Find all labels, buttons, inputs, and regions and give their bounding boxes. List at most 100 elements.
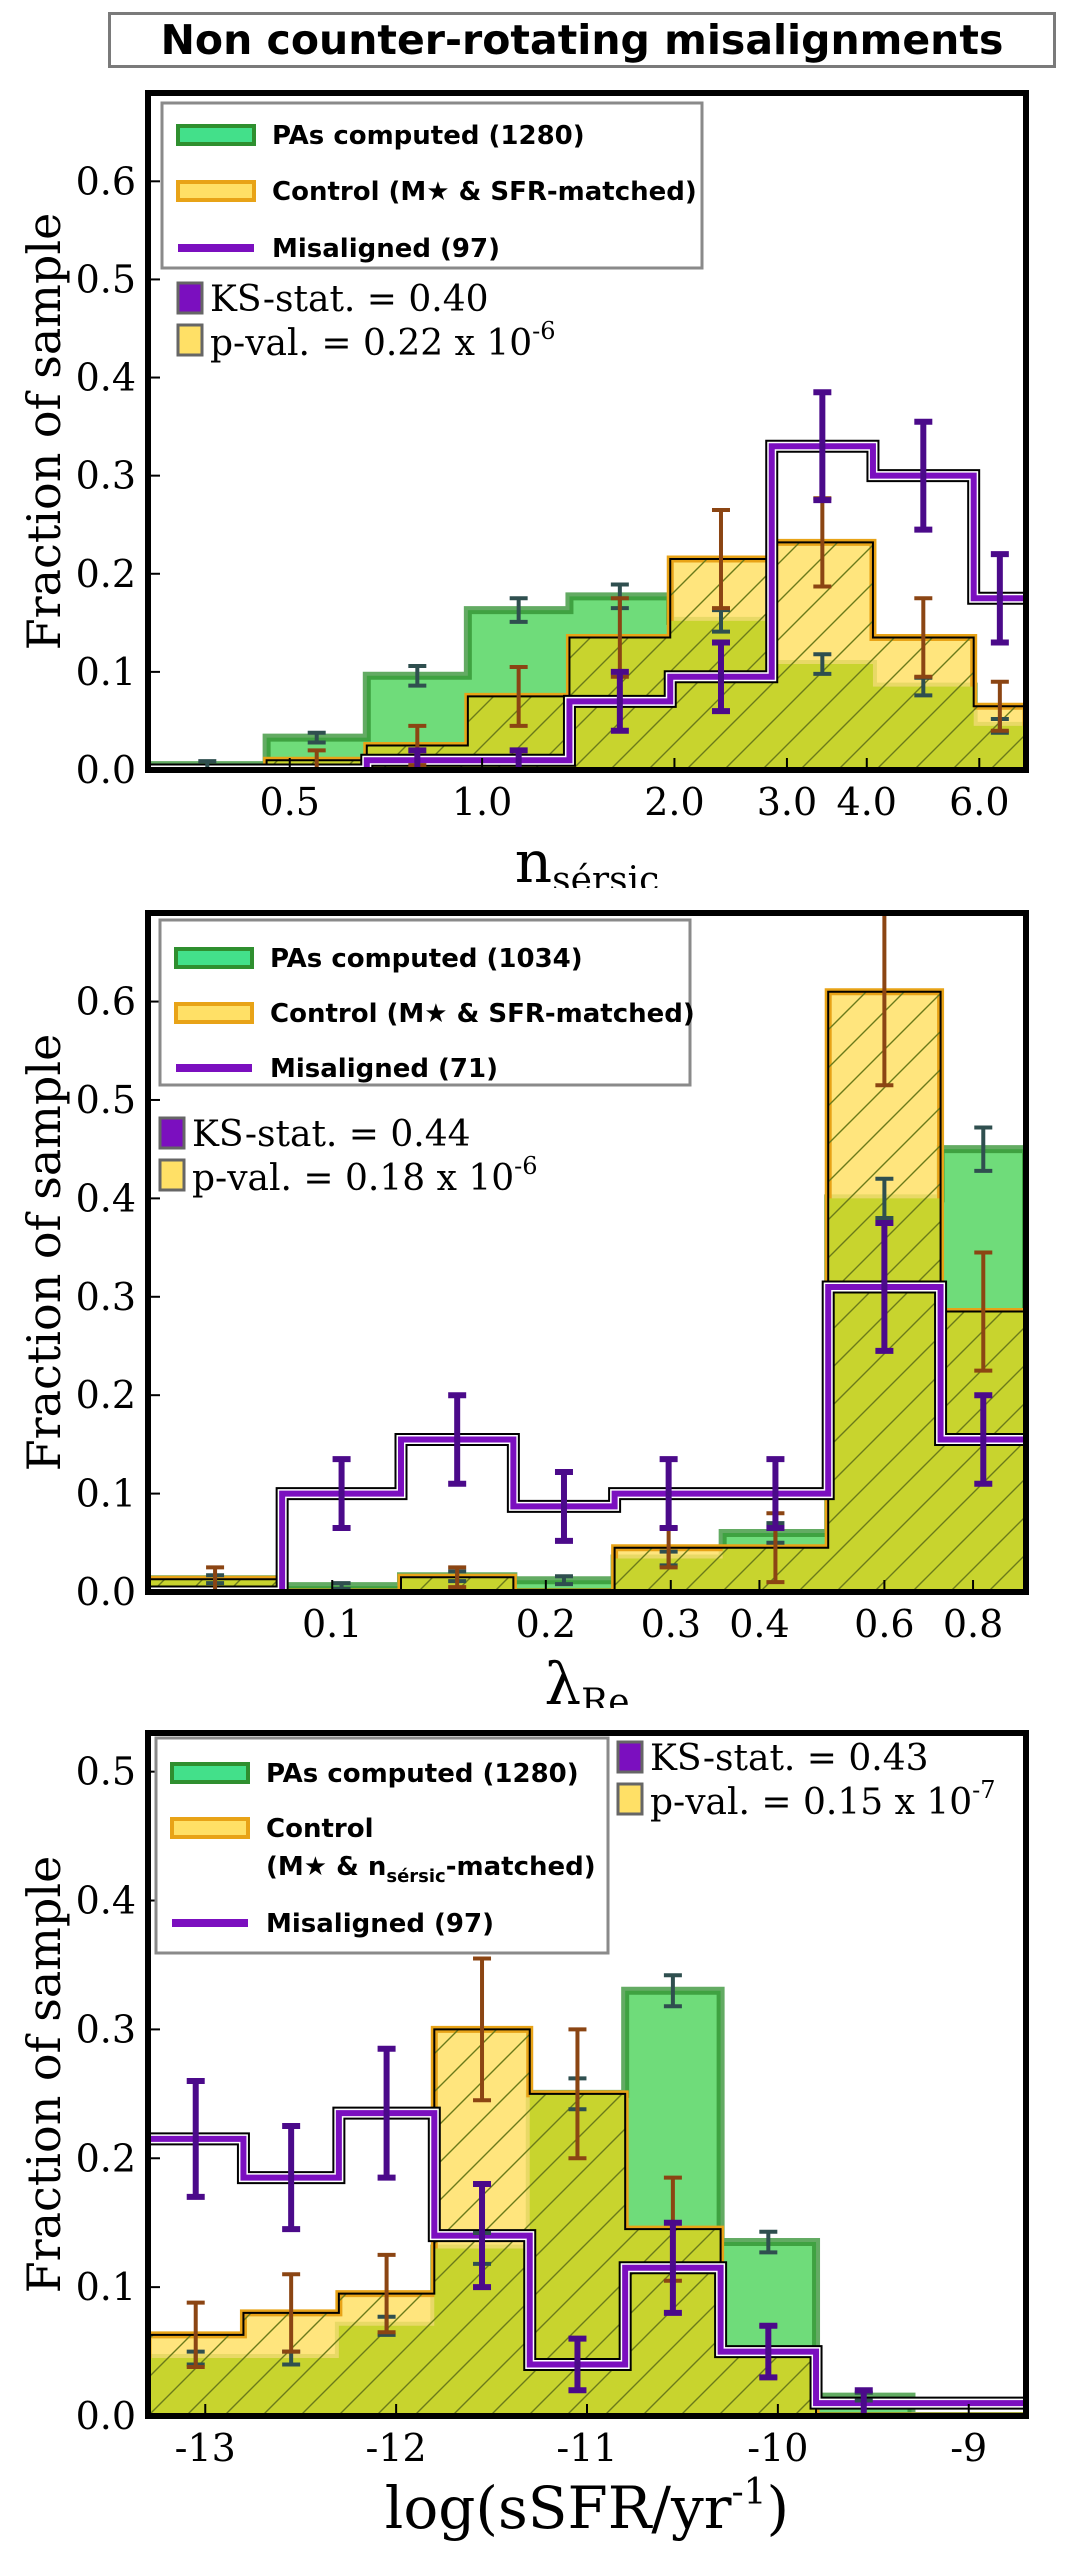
x-tick-label: 2.0 <box>644 780 704 824</box>
ks-stat-label: KS-stat. = 0.44 <box>192 1114 471 1155</box>
legend-label: PAs computed (1280) <box>266 1759 579 1789</box>
stats-swatch-misaligned <box>158 1116 186 1150</box>
y-axis-label: Fraction of sample <box>17 213 71 651</box>
y-axis-label: Fraction of sample <box>17 1856 71 2294</box>
legend-label: PAs computed (1034) <box>270 944 583 974</box>
y-tick-label: 0.0 <box>76 2394 136 2438</box>
x-tick-label: 0.3 <box>641 1602 701 1646</box>
legend-label-sub: sérsic <box>386 1866 445 1887</box>
axes-frame <box>145 90 1029 773</box>
y-tick-label: 0.4 <box>76 1176 136 1220</box>
legend-swatch-control <box>176 180 256 202</box>
control-outline <box>148 990 1026 1592</box>
y-tick-label: 0.1 <box>76 650 136 694</box>
x-tick-label: -9 <box>950 2426 987 2470</box>
x-axis-label-sub: Re <box>581 1682 629 1708</box>
x-tick-label: -13 <box>175 2426 236 2470</box>
p-value-exponent: -7 <box>972 1776 995 1804</box>
legend-swatch-control <box>170 1817 250 1839</box>
legend-label: (M★ & nsérsic-matched) <box>266 1852 596 1887</box>
misaligned-line <box>148 2110 1026 2407</box>
x-tick-label: 0.1 <box>302 1602 362 1646</box>
chart-panel-lambda-re: 0.0 0.1 0.2 0.3 0.4 0.5 0.6 0.1 0.2 0.3 0.4 0.6 0.8 F… <box>17 910 1029 1708</box>
plot-area <box>148 913 1026 1592</box>
stats-swatch-misaligned <box>176 281 204 315</box>
x-tick-label: -11 <box>556 2426 617 2470</box>
chart-panel-ssfr: 0.0 0.1 0.2 0.3 0.4 0.5 -13 -12 -11 -10 -9 Fraction… <box>17 1730 1029 2542</box>
x-axis-label: nsérsic <box>515 828 660 888</box>
y-tick-label: 0.2 <box>76 1373 136 1417</box>
y-tick-label: 0.6 <box>76 980 136 1024</box>
x-axis-label-tail: ) <box>767 2474 790 2542</box>
y-axis-label: Fraction of sample <box>17 1034 71 1472</box>
legend-swatch-pas <box>174 947 254 969</box>
x-axis-label-sub: sérsic <box>552 860 659 888</box>
x-axis-label-main: log(sSFR/yr <box>385 2474 732 2542</box>
stats-swatch-control <box>158 1158 186 1192</box>
control-hatch <box>148 2029 1026 2416</box>
legend-label: Control (M★ & SFR-matched) <box>272 177 697 207</box>
y-tick-label: 0.5 <box>76 257 136 301</box>
y-tick-label: 0.3 <box>76 454 136 498</box>
stats-swatch-control <box>176 323 204 357</box>
x-tick-label: 1.0 <box>452 780 512 824</box>
x-axis-label-sup: -1 <box>731 2472 766 2513</box>
x-tick-label: 0.2 <box>516 1602 576 1646</box>
p-value-exponent: -6 <box>514 1152 537 1180</box>
legend-label: Control (M★ & SFR-matched) <box>270 999 695 1029</box>
y-tick-label: 0.4 <box>76 1879 136 1923</box>
x-tick-label: -10 <box>747 2426 808 2470</box>
p-value-exponent: -6 <box>532 317 555 345</box>
y-tick-label: 0.2 <box>76 2136 136 2180</box>
x-tick-label: 0.6 <box>854 1602 914 1646</box>
x-tick-label: 0.4 <box>729 1602 789 1646</box>
legend-swatch-pas <box>176 124 256 146</box>
ks-stat-label: KS-stat. = 0.40 <box>210 279 489 320</box>
y-tick-label: 0.4 <box>76 356 136 400</box>
y-tick-label: 0.3 <box>76 1275 136 1319</box>
legend-swatch-pas <box>170 1762 250 1784</box>
y-tick-label: 0.1 <box>76 1472 136 1516</box>
plot-area <box>148 1956 1026 2416</box>
x-tick-label: -12 <box>366 2426 427 2470</box>
chart-panel-nsersic: 0.0 0.1 0.2 0.3 0.4 0.5 0.6 0.5 1.0 2.0 3.0 4.0 6.0 F… <box>17 90 1029 888</box>
p-value-label: p-val. = 0.15 x 10-7 <box>650 1776 996 1823</box>
plot-area <box>148 389 1026 770</box>
y-tick-label: 0.0 <box>76 748 136 792</box>
legend-label-part: (M★ & n <box>266 1852 386 1882</box>
stats-swatch-control <box>616 1782 644 1816</box>
figure-title: Non counter-rotating misalignments <box>108 12 1056 68</box>
y-tick-label: 0.1 <box>76 2265 136 2309</box>
y-tick-label: 0.6 <box>76 159 136 203</box>
ks-stat-label: KS-stat. = 0.43 <box>650 1738 929 1779</box>
x-axis-label-main: n <box>515 828 552 888</box>
p-value-label: p-val. = 0.18 x 10-6 <box>192 1152 538 1199</box>
control-hatch <box>148 542 1026 770</box>
x-tick-label: 4.0 <box>837 780 897 824</box>
p-value-text: p-val. = 0.15 x 10 <box>650 1782 972 1823</box>
y-tick-label: 0.5 <box>76 1750 136 1794</box>
legend-label-part: -matched) <box>446 1852 596 1882</box>
y-tick-label: 0.0 <box>76 1570 136 1614</box>
misaligned-line <box>148 1283 1026 1592</box>
y-tick-label: 0.2 <box>76 552 136 596</box>
axes-frame <box>145 910 1029 1595</box>
p-value-text: p-val. = 0.18 x 10 <box>192 1158 514 1199</box>
x-tick-label: 6.0 <box>949 780 1009 824</box>
x-tick-label: 0.8 <box>943 1602 1003 1646</box>
y-tick-label: 0.5 <box>76 1078 136 1122</box>
legend-label: Control <box>266 1814 373 1844</box>
x-axis-label: log(sSFR/yr-1) <box>385 2472 789 2542</box>
legend-label: PAs computed (1280) <box>272 121 585 151</box>
p-value-label: p-val. = 0.22 x 10-6 <box>210 317 556 364</box>
legend-label: Misaligned (71) <box>270 1054 498 1084</box>
legend-label: Misaligned (97) <box>266 1909 494 1939</box>
x-tick-label: 0.5 <box>260 780 320 824</box>
y-tick-label: 0.3 <box>76 2007 136 2051</box>
stats-swatch-misaligned <box>616 1740 644 1774</box>
x-tick-label: 3.0 <box>757 780 817 824</box>
x-axis-label: λRe <box>544 1650 629 1708</box>
x-axis-label-main: λ <box>544 1650 581 1708</box>
legend-swatch-control <box>174 1002 254 1024</box>
legend-label: Misaligned (97) <box>272 234 500 264</box>
